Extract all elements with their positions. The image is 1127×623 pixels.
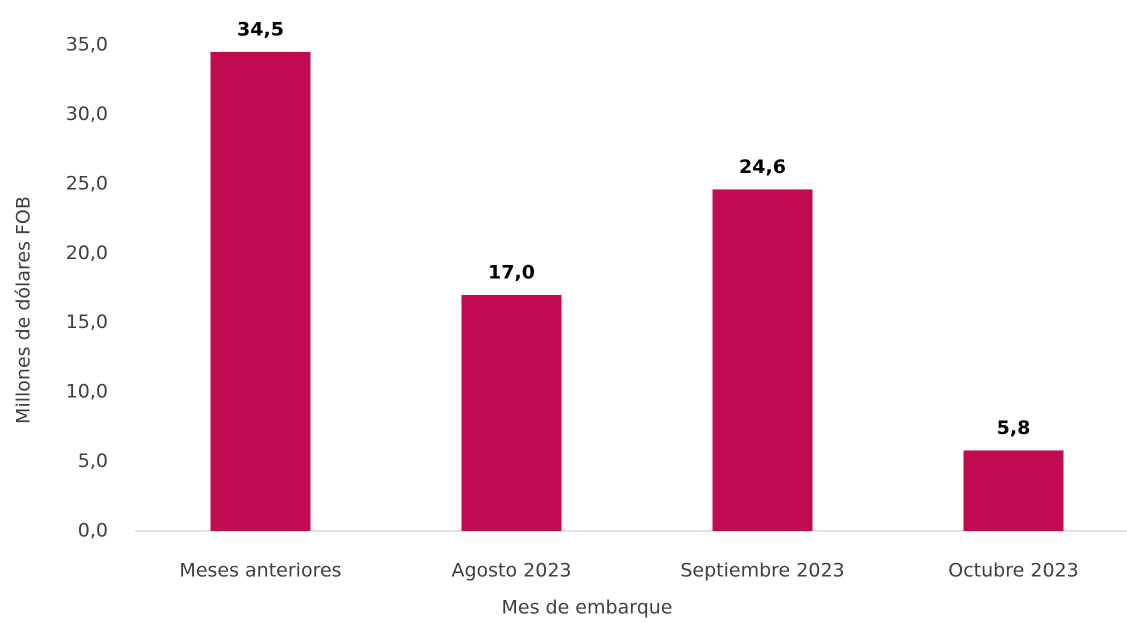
bar [210, 51, 311, 531]
bar [461, 294, 562, 531]
y-tick-label: 0,0 [78, 520, 108, 542]
value-label: 17,0 [488, 261, 535, 283]
bar [963, 450, 1064, 531]
y-tick-label: 35,0 [66, 34, 108, 56]
x-tick-label: Agosto 2023 [451, 560, 571, 582]
y-tick-label: 20,0 [66, 242, 108, 264]
y-tick-label: 25,0 [66, 172, 108, 194]
value-label: 5,8 [997, 417, 1031, 439]
value-label: 34,5 [237, 18, 284, 40]
x-tick-label: Octubre 2023 [948, 560, 1078, 582]
y-axis-label: Millones de dólares FOB [13, 196, 35, 424]
y-tick-label: 10,0 [66, 381, 108, 403]
bar [712, 189, 813, 531]
x-tick-label: Meses anteriores [179, 560, 341, 582]
x-tick-label: Septiembre 2023 [680, 560, 844, 582]
value-label: 24,6 [739, 156, 786, 178]
y-tick-label: 30,0 [66, 103, 108, 125]
x-axis-label: Mes de embarque [502, 597, 673, 619]
y-tick-label: 5,0 [78, 450, 108, 472]
y-tick-label: 15,0 [66, 311, 108, 333]
